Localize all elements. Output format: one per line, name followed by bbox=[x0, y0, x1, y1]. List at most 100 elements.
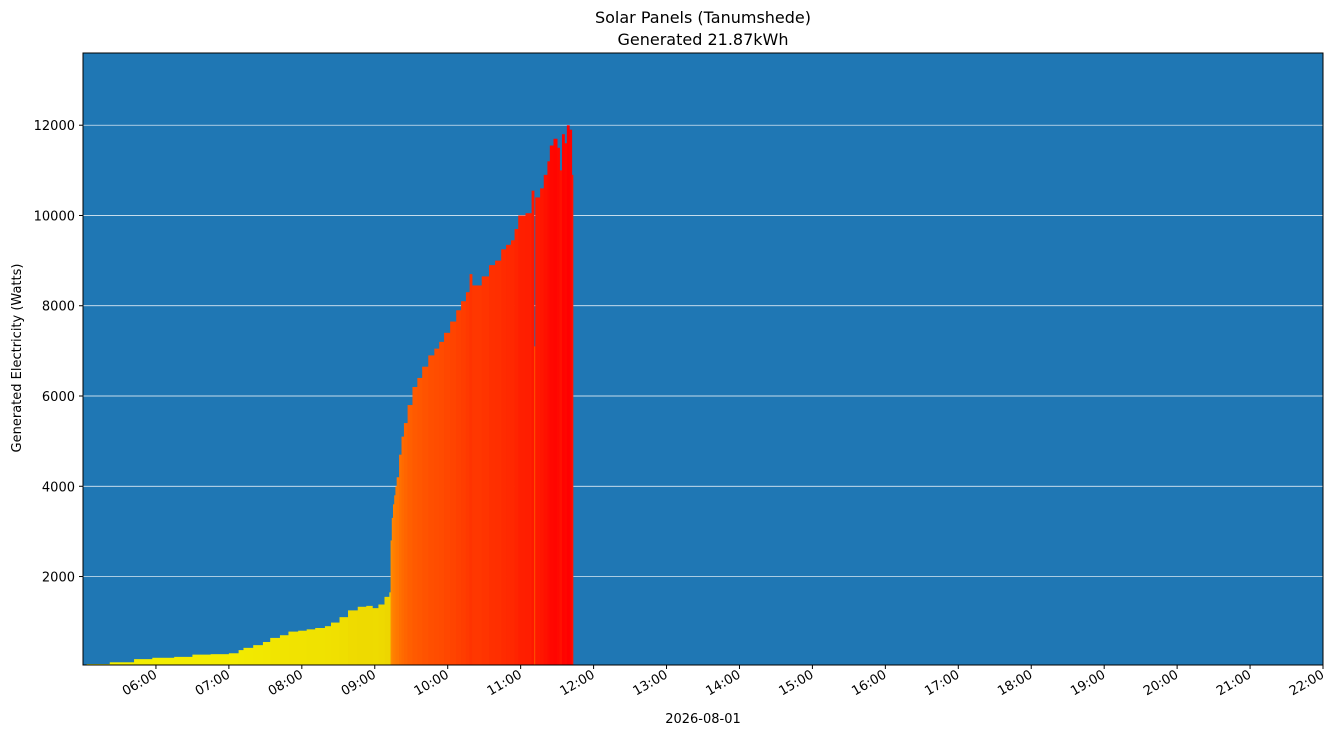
data-bar bbox=[403, 423, 408, 665]
data-bar bbox=[518, 215, 526, 665]
data-bar bbox=[389, 592, 391, 665]
data-bar bbox=[407, 405, 413, 665]
data-bar bbox=[384, 596, 390, 665]
data-bar bbox=[366, 605, 373, 665]
data-bar bbox=[417, 377, 423, 665]
data-bar bbox=[461, 301, 467, 665]
data-bar bbox=[253, 645, 264, 665]
data-bar bbox=[192, 654, 212, 665]
data-bar bbox=[465, 292, 470, 665]
data-bar bbox=[472, 285, 483, 665]
data-bar bbox=[243, 647, 254, 665]
x-tick-label: 14:00 bbox=[704, 667, 744, 699]
y-tick-label: 6000 bbox=[42, 390, 75, 405]
data-bar bbox=[395, 486, 398, 665]
data-bar bbox=[557, 147, 560, 666]
data-bar bbox=[174, 656, 193, 665]
data-bar bbox=[391, 517, 394, 665]
data-bar bbox=[456, 310, 462, 665]
bars bbox=[86, 125, 574, 666]
data-bar bbox=[279, 635, 289, 665]
data-bar bbox=[372, 608, 379, 665]
data-bar bbox=[152, 657, 175, 665]
data-bar bbox=[531, 190, 535, 666]
data-bar bbox=[324, 626, 332, 665]
data-bar bbox=[348, 610, 359, 665]
x-tick-label: 06:00 bbox=[120, 667, 160, 699]
data-bar bbox=[134, 659, 153, 665]
data-bar bbox=[390, 540, 393, 665]
data-bar bbox=[525, 213, 532, 665]
data-bar bbox=[357, 606, 367, 665]
data-bar bbox=[450, 321, 457, 665]
x-axis: 06:00 07:00 08:00 09:00 10:00 11:00 12:00 13:00… bbox=[120, 665, 1327, 699]
y-tick-label: 12000 bbox=[34, 119, 75, 134]
x-tick-label: 21:00 bbox=[1214, 667, 1254, 699]
data-bar bbox=[228, 653, 240, 665]
x-tick-label: 12:00 bbox=[558, 667, 598, 699]
data-bar bbox=[428, 355, 435, 665]
x-tick-label: 15:00 bbox=[776, 667, 816, 699]
data-bar bbox=[543, 174, 548, 666]
data-bar bbox=[553, 138, 558, 666]
y-tick-label: 2000 bbox=[42, 571, 75, 586]
data-bar bbox=[396, 477, 400, 665]
data-bar bbox=[412, 386, 418, 665]
data-bar bbox=[561, 134, 565, 665]
data-bar bbox=[469, 274, 473, 665]
data-bar bbox=[378, 604, 385, 665]
data-bar bbox=[339, 617, 349, 665]
data-bar bbox=[481, 276, 490, 665]
data-bar bbox=[534, 346, 536, 665]
data-bar bbox=[566, 125, 570, 665]
data-bar bbox=[401, 436, 405, 665]
data-bar bbox=[569, 129, 573, 666]
data-bar bbox=[540, 188, 545, 665]
data-bar bbox=[262, 641, 271, 665]
data-bar bbox=[444, 332, 451, 665]
data-bar bbox=[434, 348, 440, 665]
data-bar bbox=[535, 197, 541, 665]
data-bar bbox=[422, 366, 429, 665]
data-bar bbox=[506, 244, 512, 666]
y-tick-label: 4000 bbox=[42, 480, 75, 495]
x-tick-label: 18:00 bbox=[995, 667, 1035, 699]
data-bar bbox=[489, 265, 496, 665]
x-tick-label: 19:00 bbox=[1068, 667, 1108, 699]
x-tick-label: 10:00 bbox=[412, 667, 452, 699]
data-bar bbox=[571, 174, 574, 666]
data-bar bbox=[439, 341, 445, 665]
y-tick-label: 8000 bbox=[42, 300, 75, 315]
x-tick-label: 17:00 bbox=[922, 667, 962, 699]
data-bar bbox=[501, 249, 507, 665]
x-tick-label: 08:00 bbox=[266, 667, 306, 699]
x-tick-label: 13:00 bbox=[631, 667, 671, 699]
data-bar bbox=[210, 654, 230, 665]
data-bar bbox=[306, 629, 316, 665]
data-bar bbox=[495, 260, 502, 665]
data-bar bbox=[399, 454, 402, 665]
x-axis-label: 2026-08-01 bbox=[665, 712, 741, 727]
data-bar bbox=[564, 143, 568, 665]
y-tick-label: 10000 bbox=[34, 209, 75, 224]
chart-title: Solar Panels (Tanumshede) bbox=[595, 8, 811, 27]
plot-frame bbox=[82, 52, 1324, 666]
data-bar bbox=[238, 650, 244, 665]
data-bar bbox=[510, 240, 515, 665]
data-bar bbox=[270, 637, 281, 665]
data-bar bbox=[288, 631, 299, 665]
y-axis: 2000 4000 6000 8000 10000 12000 bbox=[34, 119, 83, 586]
x-tick-label: 16:00 bbox=[849, 667, 889, 699]
data-bar bbox=[298, 630, 308, 665]
y-axis-label: Generated Electricity (Watts) bbox=[10, 264, 25, 453]
data-bar bbox=[547, 161, 551, 665]
data-bar bbox=[514, 229, 519, 665]
x-tick-label: 22:00 bbox=[1287, 667, 1327, 699]
x-tick-label: 09:00 bbox=[339, 667, 379, 699]
data-bar bbox=[394, 495, 396, 665]
data-bar bbox=[109, 662, 135, 665]
gridlines bbox=[83, 124, 1323, 577]
x-tick-label: 20:00 bbox=[1141, 667, 1181, 699]
x-tick-label: 11:00 bbox=[485, 667, 525, 699]
